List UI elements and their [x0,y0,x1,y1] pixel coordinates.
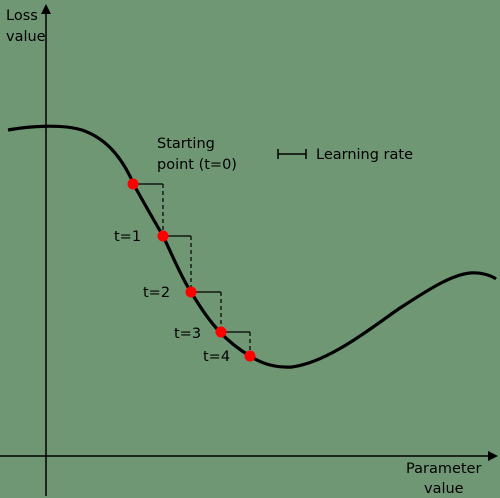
learning-rate-legend: Learning rate [277,147,413,163]
point-t3 [215,326,227,338]
step-label-t3: t=3 [174,326,201,342]
iterate-points [127,178,256,362]
point-t0 [127,178,139,190]
step-label-t4: t=4 [203,349,230,365]
learning-rate-scale-icon [277,149,307,159]
x-axis-label-line2: value [424,481,464,497]
loss-curve [7,124,497,369]
start-label-line1: Starting [157,136,215,152]
step-label-t1: t=1 [114,229,141,245]
x-axis-label-line1: Parameter [406,461,481,477]
learning-rate-label: Learning rate [316,147,413,163]
y-axis-label-line2: value [6,29,46,45]
step-label-t2: t=2 [143,285,170,301]
point-t1 [157,230,169,242]
y-axis-label-line1: Loss [6,8,38,24]
point-t4 [244,350,256,362]
point-t2 [185,286,197,298]
start-label-line2: point (t=0) [157,157,237,173]
